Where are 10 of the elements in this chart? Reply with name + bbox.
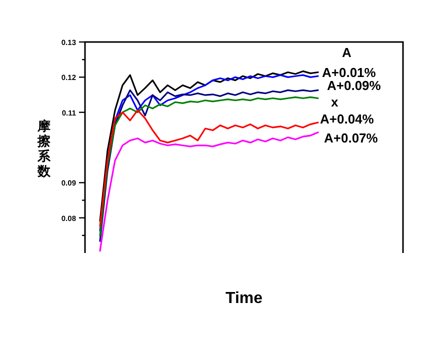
series-label: A+0.09% <box>327 78 382 94</box>
series-label: A+0.07% <box>324 130 378 146</box>
line-series <box>99 132 319 252</box>
text: A <box>342 45 352 60</box>
y-axis-title: 摩擦系数 <box>36 118 52 178</box>
x-axis-title: Time <box>225 290 263 307</box>
series-label: A+0.01% <box>322 65 376 80</box>
series-label: x <box>331 94 339 110</box>
line-series <box>99 109 319 227</box>
series-label: A+0.04% <box>320 112 374 127</box>
